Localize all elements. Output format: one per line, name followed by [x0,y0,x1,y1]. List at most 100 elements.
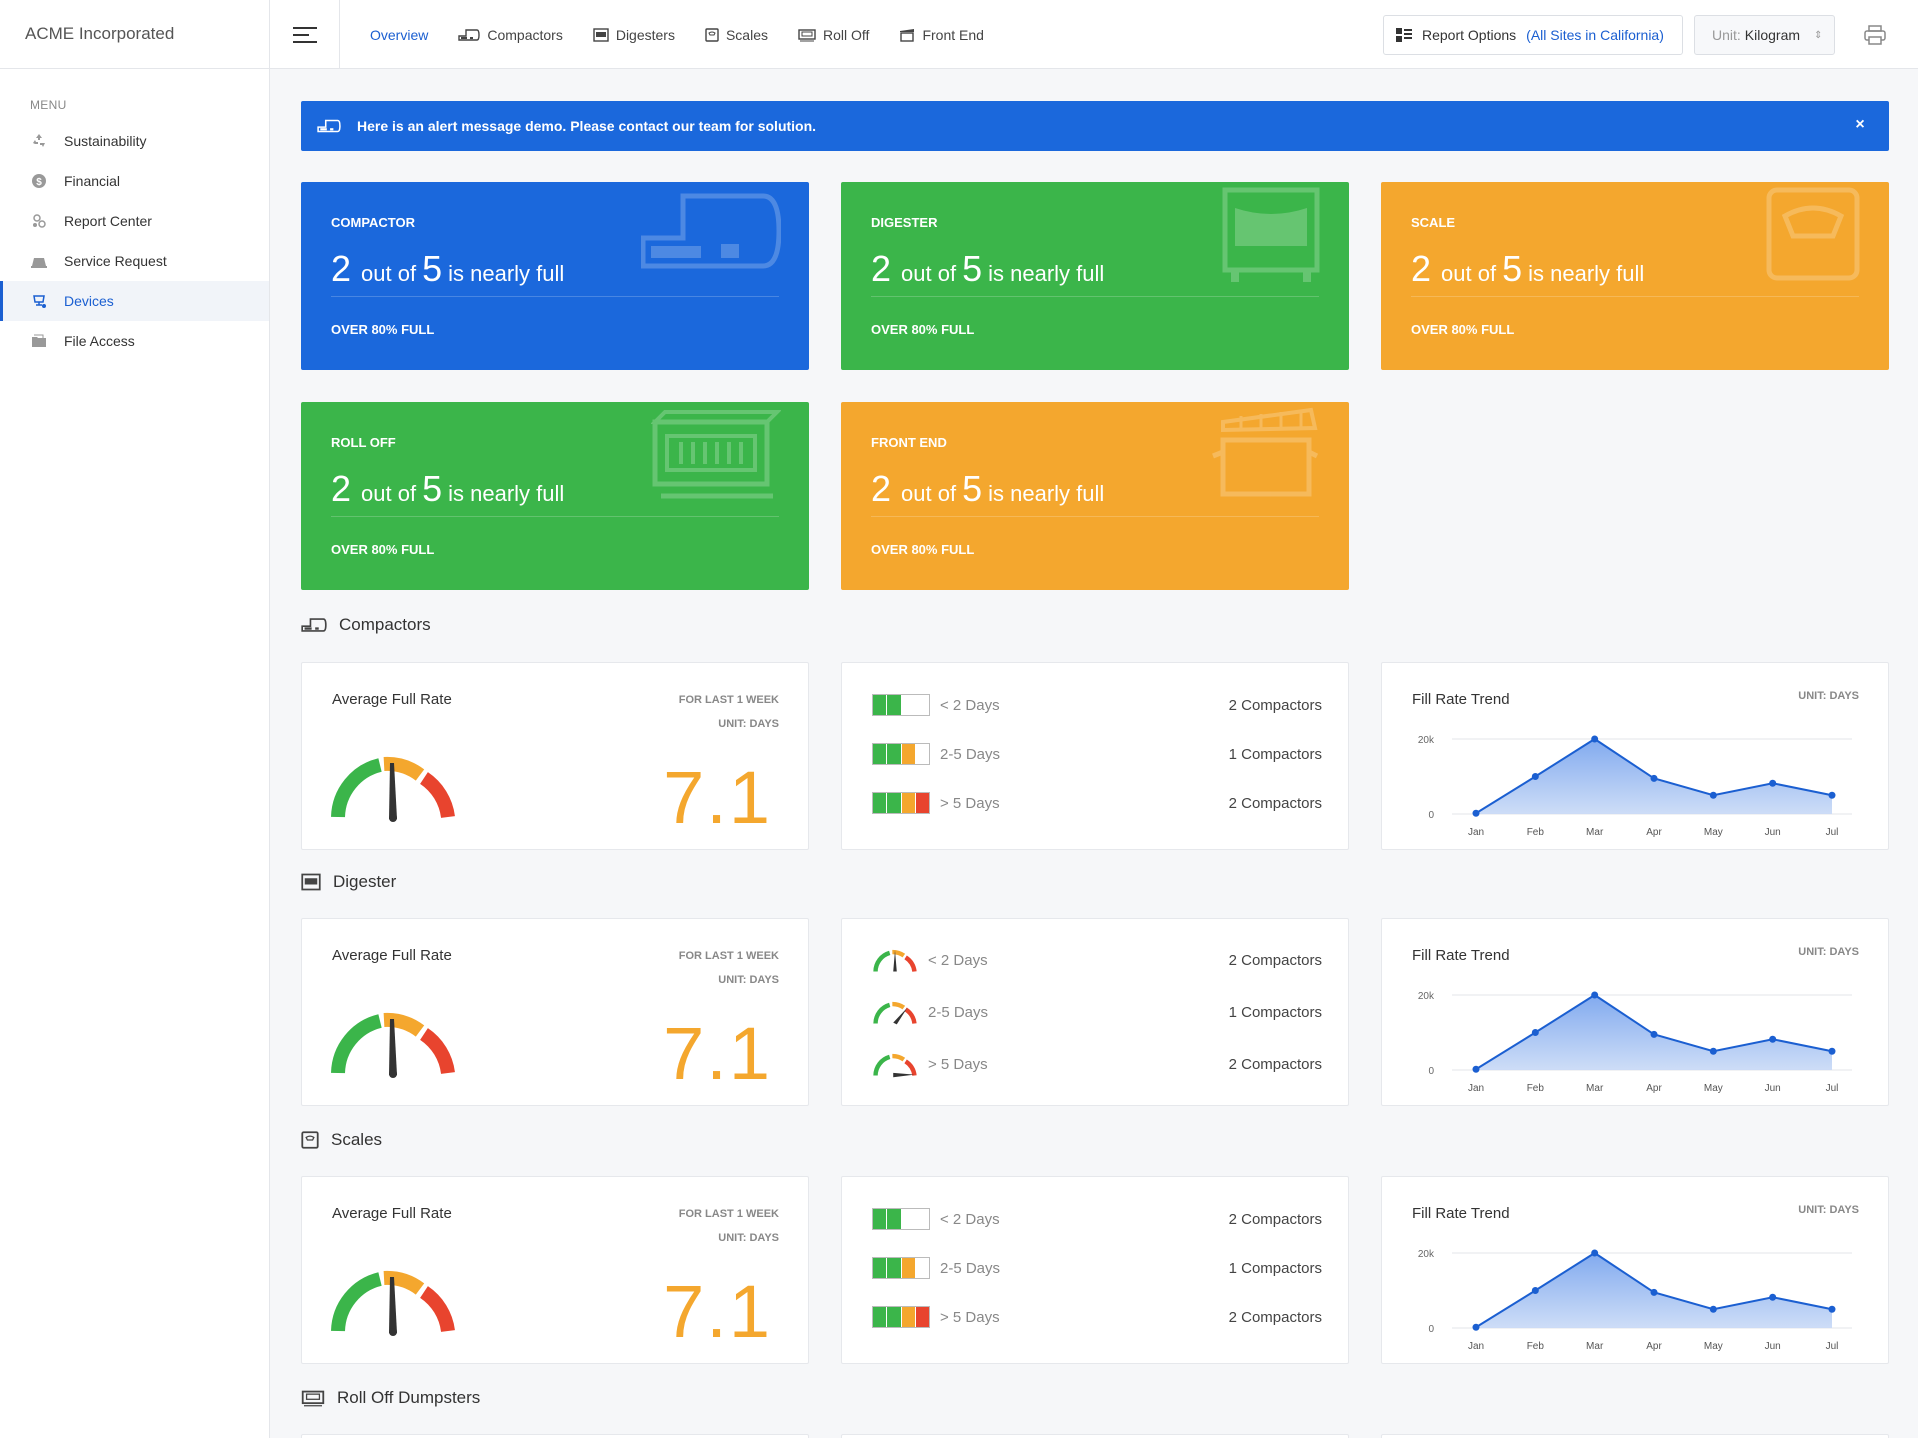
stat-count: 2 [331,468,352,509]
fill-rate-trend-panel: Fill Rate Trend UNIT: DAYS 0 20k Jan Feb Mar… [1381,1176,1889,1364]
front-end-icon [899,28,915,42]
sidebar-item-file-access[interactable]: File Access [0,321,269,361]
stat-line: 2 out of 5 is nearly full [871,468,1104,510]
x-tick-label: Mar [1586,1341,1604,1352]
sidebar-item-label: Financial [64,173,121,189]
stat-count: 2 [871,248,892,289]
battery-icon [872,1208,930,1230]
sidebar-item-label: Devices [64,293,114,309]
range-label: 2-5 Days [940,745,1001,763]
recycle-icon [30,132,48,150]
stat-foot: OVER 80% FULL [331,322,435,337]
svg-text:$: $ [36,177,42,188]
compactor-icon [317,118,341,134]
devices-icon [30,292,48,310]
sidebar-item-financial[interactable]: $ Financial [0,161,269,201]
sidebar-item-sustainability[interactable]: Sustainability [0,121,269,161]
data-point [1709,1047,1717,1055]
menu-icon [292,26,317,43]
report-options-button[interactable]: Report Options (All Sites in California) [1383,15,1683,55]
count-label: 2 Compactors [1228,794,1322,812]
battery-icon [872,743,930,765]
sidebar-item-devices[interactable]: Devices [0,281,269,321]
data-point [1709,791,1717,799]
brand-name[interactable]: ACME Incorporated [0,0,269,69]
panel-unit: UNIT: DAYS [718,718,779,730]
tab-label: Digesters [615,26,675,43]
stat-title: COMPACTOR [331,215,416,230]
panel-title: Fill Rate Trend [1412,691,1510,708]
y-tick-label: 0 [1428,1324,1434,1335]
panel-partial [1381,1434,1889,1438]
tab-digesters[interactable]: Digesters [593,27,675,43]
sidebar-item-service-request[interactable]: Service Request [0,241,269,281]
tab-front-end[interactable]: Front End [899,27,984,43]
count-label: 1 Compactors [1228,1259,1322,1277]
alert-banner: Here is an alert message demo. Please co… [301,101,1889,151]
panel-unit: UNIT: DAYS [718,974,779,986]
section-header-compactors: Compactors [301,613,431,637]
sidebar-item-report-center[interactable]: Report Center [0,201,269,241]
count-label: 2 Compactors [1228,1308,1322,1326]
stat-total: 5 [1502,248,1523,289]
scale-icon [301,1131,319,1149]
data-point [1472,809,1480,817]
y-tick-label: 20k [1418,991,1435,1002]
x-tick-label: May [1704,1083,1723,1094]
panel-unit: UNIT: DAYS [1798,690,1859,702]
stat-card-compactor[interactable]: COMPACTOR 2 out of 5 is nearly full OVER… [301,182,809,370]
roll-off-icon [301,1389,325,1407]
data-point [1472,1065,1480,1073]
divider [871,296,1319,297]
stat-card-scale[interactable]: SCALE 2 out of 5 is nearly full OVER 80%… [1381,182,1889,370]
trend-chart: 0 20k Jan Feb Mar Apr May Jun Jul [1418,1249,1852,1352]
stat-tail: is nearly full [1528,261,1645,286]
x-tick-label: Mar [1586,1083,1604,1094]
report-options-label: Report Options [1422,27,1517,43]
panel-period: FOR LAST 1 WEEK [678,950,779,962]
panel-unit: UNIT: DAYS [718,1232,779,1244]
data-point [1591,735,1599,743]
stat-count: 2 [871,468,892,509]
section-header-digester: Digester [301,870,396,894]
close-icon[interactable]: × [1855,116,1865,133]
data-point [1650,1288,1658,1296]
divider [871,516,1319,517]
tab-overview[interactable]: Overview [370,27,428,43]
stat-card-digester[interactable]: DIGESTER 2 out of 5 is nearly full OVER … [841,182,1349,370]
count-label: 1 Compactors [1228,1003,1322,1021]
stat-mid: out of [361,261,417,286]
list-item: 2-5 Days 1 Compactors [872,741,1322,767]
fill-distribution-panel: < 2 Days 2 Compactors 2-5 Days 1 Compact… [841,918,1349,1106]
unit-select[interactable]: Unit: Kilogram ⇕ [1694,15,1835,55]
tab-roll-off[interactable]: Roll Off [798,27,869,43]
tab-label: Overview [370,26,429,43]
x-tick-label: Apr [1646,827,1662,838]
tab-compactors[interactable]: Compactors [458,27,563,43]
x-tick-label: Apr [1646,1083,1662,1094]
stat-card-front-end[interactable]: FRONT END 2 out of 5 is nearly full OVER… [841,402,1349,590]
hamburger-menu-button[interactable] [270,0,340,69]
tab-label: Scales [725,26,768,43]
average-full-rate-panel: Average Full Rate FOR LAST 1 WEEK UNIT: … [301,662,809,850]
stat-card-roll-off[interactable]: ROLL OFF 2 out of 5 is nearly full OVER … [301,402,809,590]
x-tick-label: May [1704,1341,1723,1352]
print-button[interactable] [1862,22,1888,48]
x-tick-label: Jan [1468,1083,1484,1094]
x-tick-label: Feb [1527,1083,1545,1094]
tab-scales[interactable]: Scales [705,27,768,43]
gauge-icon [331,1012,455,1078]
panel-title: Average Full Rate [332,1205,452,1222]
stat-foot: OVER 80% FULL [871,322,975,337]
sidebar-item-label: Report Center [64,213,152,229]
compactor-icon [640,186,782,291]
top-bar: Overview Compactors Digesters Scales Rol… [270,0,1918,69]
dollar-icon: $ [30,172,48,190]
stat-line: 2 out of 5 is nearly full [1411,248,1644,290]
roll-off-icon [650,406,782,511]
mini-gauge-icon [873,949,917,972]
x-tick-label: Jul [1826,827,1839,838]
scale-icon [1765,186,1861,287]
count-label: 2 Compactors [1228,1055,1322,1073]
printer-icon [1864,25,1886,45]
